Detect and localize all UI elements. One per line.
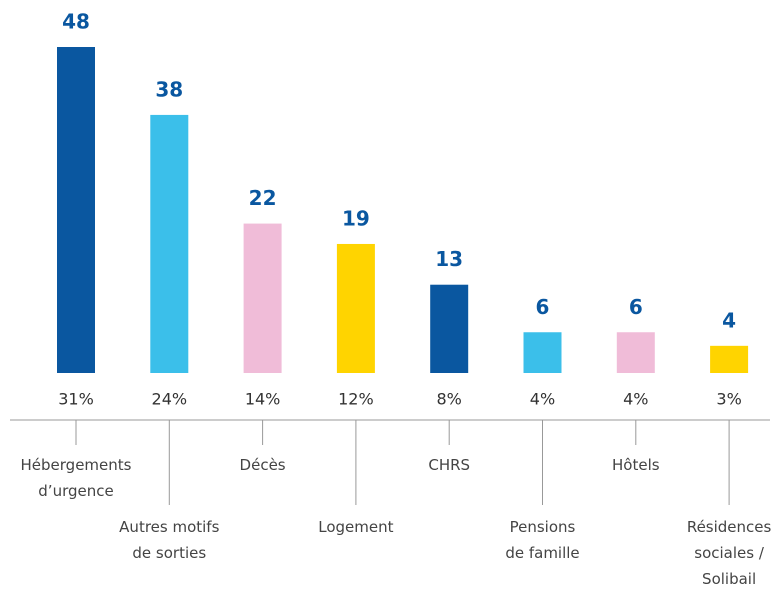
value-label: 4 (722, 308, 736, 332)
share-label: 3% (716, 390, 741, 409)
bar (523, 332, 562, 373)
bar (336, 243, 375, 373)
bar (57, 47, 95, 373)
category-line: sociales / (694, 544, 765, 562)
category-label: Logement (318, 518, 393, 536)
category-line: de sorties (132, 544, 206, 562)
category-line: de famille (505, 544, 579, 562)
value-label: 48 (62, 10, 90, 34)
value-label: 38 (155, 77, 183, 101)
category-label: Hébergements d’urgence (21, 456, 132, 500)
value-label: 6 (629, 295, 643, 319)
bar (243, 223, 282, 373)
share-label: 8% (437, 390, 462, 409)
category-line: Décès (240, 456, 286, 474)
bar (430, 284, 469, 373)
share-label: 14% (245, 390, 281, 409)
category-line: Pensions (510, 518, 576, 536)
share-label: 12% (338, 390, 374, 409)
category-label: Pensions de famille (505, 518, 579, 562)
category-line: Résidences (687, 518, 772, 536)
bar (710, 345, 749, 373)
value-label: 6 (536, 295, 550, 319)
category-line: Hôtels (612, 456, 660, 474)
category-line: CHRS (428, 456, 470, 474)
category-line: Hébergements (21, 456, 132, 474)
bar (150, 114, 189, 374)
category-line: Solibail (702, 570, 756, 588)
category-line: Logement (318, 518, 393, 536)
share-label: 24% (152, 390, 188, 409)
category-label: Autres motifs de sorties (119, 518, 219, 562)
value-label: 13 (435, 247, 463, 271)
bar (616, 332, 655, 373)
category-label: CHRS (428, 456, 470, 474)
share-label: 31% (58, 390, 94, 409)
value-label: 22 (249, 186, 277, 210)
category-label: Résidences sociales / Solibail (687, 518, 772, 588)
category-label: Décès (240, 456, 286, 474)
category-line: d’urgence (38, 482, 113, 500)
share-label: 4% (623, 390, 648, 409)
category-line: Autres motifs (119, 518, 219, 536)
category-label: Hôtels (612, 456, 660, 474)
value-label: 19 (342, 206, 370, 230)
share-label: 4% (530, 390, 555, 409)
